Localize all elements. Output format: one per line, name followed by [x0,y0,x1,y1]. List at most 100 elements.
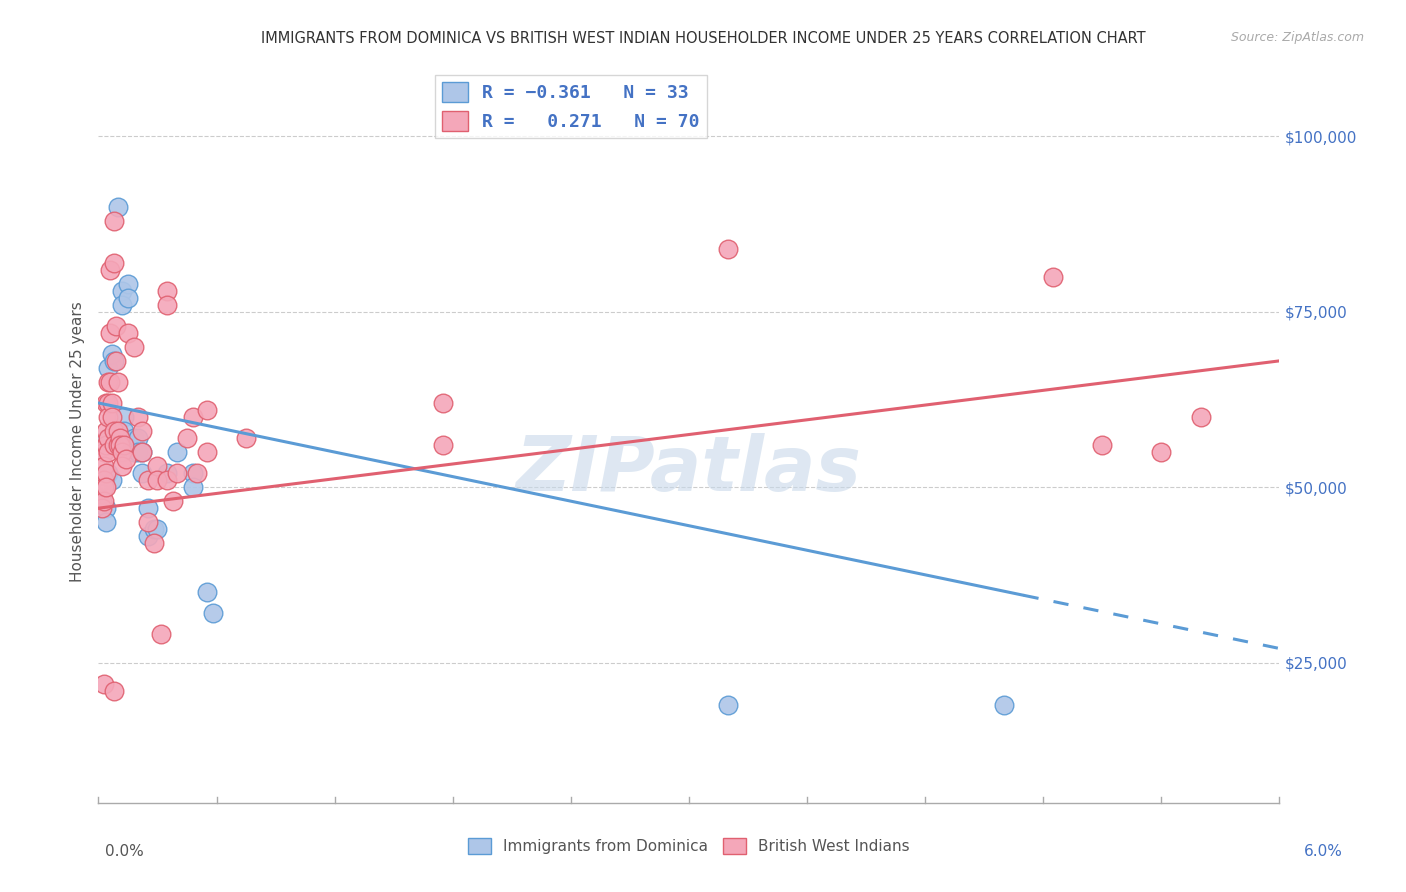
Text: ZIPatlas: ZIPatlas [516,434,862,508]
Point [103,354,125,368]
Point [103,683,125,698]
Point [186,466,208,480]
Point [166,445,188,459]
Point [97,409,120,424]
Point [97,466,120,480]
Point [131,424,153,438]
Y-axis label: Householder Income Under 25 years: Householder Income Under 25 years [69,301,84,582]
Point [117,291,139,305]
Point [432,438,454,452]
Point [96,515,118,529]
Point [150,627,173,641]
Point [91,501,114,516]
Text: 0.0%: 0.0% [105,845,145,859]
Point [96,501,118,516]
Point [111,284,134,298]
Point [156,284,179,298]
Point [1042,269,1064,284]
Point [98,375,121,389]
Point [93,473,115,487]
Point [91,494,114,508]
Point [97,375,120,389]
Point [122,340,145,354]
Point [107,200,129,214]
Point [107,438,129,452]
Point [195,403,218,417]
Point [96,438,118,452]
Point [156,473,179,487]
Point [111,459,134,474]
Point [103,424,125,438]
Point [101,409,124,424]
Point [108,438,131,452]
Point [93,480,115,494]
Point [131,445,153,459]
Point [181,466,204,480]
Point [156,466,179,480]
Point [112,409,135,424]
Point [1150,445,1173,459]
Point [235,431,257,445]
Point [101,396,124,410]
Point [111,445,134,459]
Point [993,698,1015,712]
Point [131,466,153,480]
Point [136,529,159,543]
Point [105,318,128,333]
Point [195,445,218,459]
Point [201,607,224,621]
Point [93,494,115,508]
Point [136,501,159,516]
Point [136,473,159,487]
Point [96,396,118,410]
Text: 6.0%: 6.0% [1303,845,1343,859]
Point [181,480,204,494]
Point [103,438,125,452]
Point [122,431,145,445]
Point [91,473,114,487]
Point [146,473,169,487]
Point [1189,409,1212,424]
Point [115,452,138,467]
Point [162,494,184,508]
Point [1091,438,1114,452]
Point [97,360,120,375]
Point [127,409,149,424]
Point [97,445,120,459]
Point [103,213,125,227]
Point [131,445,153,459]
Point [97,396,120,410]
Point [166,466,188,480]
Point [96,424,118,438]
Point [101,347,124,361]
Point [142,522,165,536]
Point [103,255,125,269]
Point [96,466,118,480]
Point [96,480,118,494]
Point [142,536,165,550]
Legend: R = −0.361   N = 33, R =   0.271   N = 70: R = −0.361 N = 33, R = 0.271 N = 70 [434,75,707,138]
Point [101,473,124,487]
Point [91,487,114,501]
Point [176,431,198,445]
Point [112,424,135,438]
Point [127,431,149,445]
Point [117,326,139,340]
Text: Source: ZipAtlas.com: Source: ZipAtlas.com [1230,31,1364,45]
Point [98,326,121,340]
Point [146,522,169,536]
Point [717,242,740,256]
Point [136,515,159,529]
Point [122,445,145,459]
Point [97,431,120,445]
Point [127,445,149,459]
Point [117,277,139,291]
Point [105,354,128,368]
Point [107,375,129,389]
Point [93,459,115,474]
Point [112,438,135,452]
Point [97,431,120,445]
Point [111,298,134,312]
Point [717,698,740,712]
Text: IMMIGRANTS FROM DOMINICA VS BRITISH WEST INDIAN HOUSEHOLDER INCOME UNDER 25 YEAR: IMMIGRANTS FROM DOMINICA VS BRITISH WEST… [260,31,1146,46]
